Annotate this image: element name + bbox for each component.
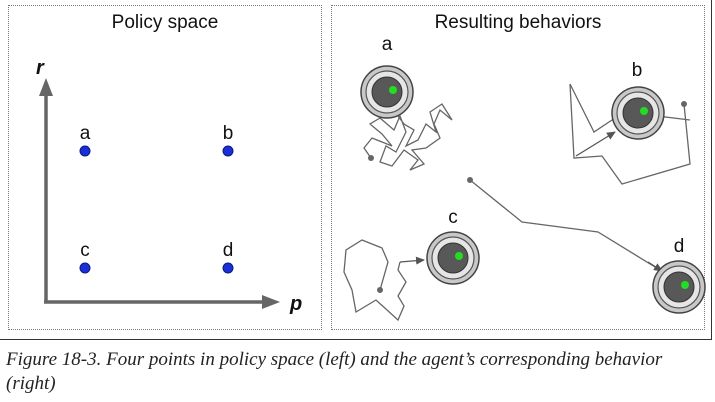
policy-space-title: Policy space <box>111 12 219 33</box>
agent-body <box>663 271 695 303</box>
figure-drawing: r p a b c d a b c d <box>36 34 706 322</box>
figure-caption: Figure 18-3. Four points in policy space… <box>6 348 706 396</box>
agent-body <box>437 242 469 274</box>
y-axis-label: r <box>36 57 45 79</box>
agent-body <box>371 76 403 108</box>
trajectory-b-start <box>681 101 687 107</box>
agent-label: d <box>674 236 685 257</box>
trajectory-d-start <box>467 177 473 183</box>
policy-point-label: b <box>223 123 234 144</box>
policy-point-dot <box>222 145 234 157</box>
figure-frame <box>0 0 712 340</box>
agent-label: b <box>632 60 643 81</box>
figure-ref: Figure 18-3. <box>6 349 102 370</box>
policy-point-d: d <box>222 240 234 274</box>
trajectory-a <box>363 103 453 171</box>
agent-label: c <box>448 207 458 228</box>
x-axis-arrowhead <box>262 295 280 309</box>
agent-a: a <box>360 34 414 119</box>
trajectory-c <box>343 239 407 322</box>
resulting-behaviors-title: Resulting behaviors <box>434 12 602 33</box>
trajectory-c-arrow <box>399 256 425 265</box>
caption-text: Four points in policy space (left) and t… <box>6 349 663 394</box>
trajectory-d <box>469 179 661 271</box>
x-axis-label: p <box>289 293 302 315</box>
policy-point-c: c <box>79 240 91 274</box>
trajectory-b-arrow <box>575 131 616 157</box>
agent-b: b <box>611 60 665 140</box>
policy-point-a: a <box>79 123 91 157</box>
policy-point-label: a <box>80 123 91 144</box>
trajectory-a-start <box>368 155 374 161</box>
agent-green-dot <box>681 281 689 289</box>
agent-d: d <box>652 236 706 314</box>
agent-c: c <box>426 207 480 285</box>
resulting-behaviors-panel: Resulting behaviors <box>331 5 705 330</box>
policy-space-panel: Policy space <box>8 5 322 330</box>
agent-green-dot <box>640 107 648 115</box>
agent-green-dot <box>389 86 397 94</box>
agent-label: a <box>382 34 393 55</box>
agent-body <box>622 97 654 129</box>
policy-point-dot <box>222 262 234 274</box>
trajectory-c-start <box>377 287 383 293</box>
agent-green-dot <box>455 252 463 260</box>
policy-point-label: d <box>223 240 234 261</box>
y-axis-arrowhead <box>39 78 53 96</box>
policy-point-b: b <box>222 123 234 157</box>
policy-points: a b c d <box>79 123 234 274</box>
policy-point-dot <box>79 145 91 157</box>
policy-point-label: c <box>80 240 90 261</box>
policy-point-dot <box>79 262 91 274</box>
policy-axes: r p <box>36 57 302 315</box>
agents: a b c d <box>360 34 706 314</box>
